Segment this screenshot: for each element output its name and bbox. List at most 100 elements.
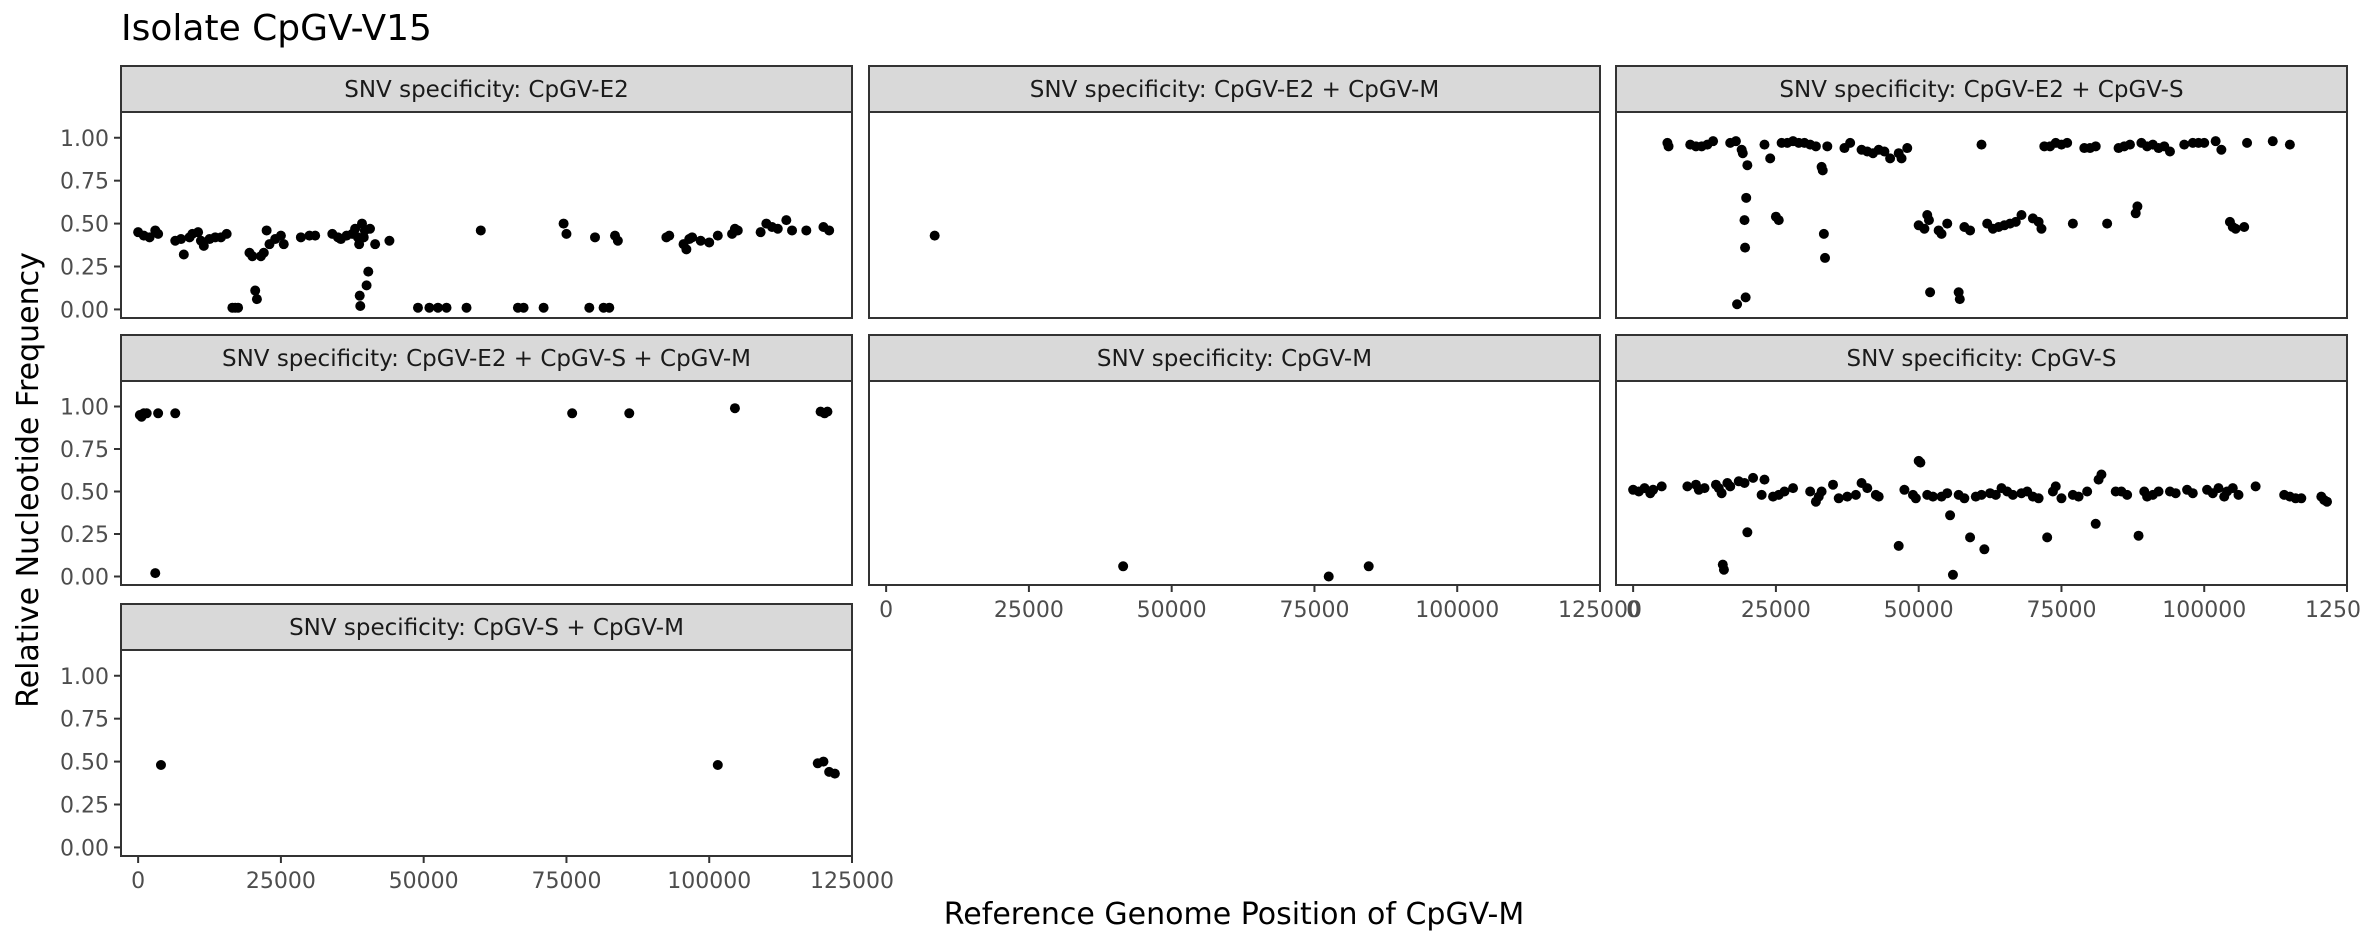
data-point: [1910, 493, 1921, 504]
data-point: [1759, 474, 1770, 485]
data-point: [2016, 210, 2027, 220]
data-point: [1737, 148, 1748, 159]
data-point: [2033, 493, 2044, 504]
data-point: [1862, 483, 1873, 494]
data-point: [1779, 486, 1790, 497]
data-point: [2062, 137, 2073, 148]
data-point: [1742, 160, 1753, 171]
data-point: [929, 230, 940, 241]
data-point: [772, 223, 783, 234]
data-point: [175, 234, 186, 245]
data-point: [363, 266, 374, 277]
data-point: [2322, 496, 2333, 507]
data-point: [275, 230, 286, 241]
data-point: [2056, 493, 2067, 504]
data-point: [251, 294, 262, 305]
x-tick-label: 50000: [1884, 598, 1954, 623]
data-point: [1822, 141, 1833, 152]
data-point: [1896, 153, 1907, 164]
facet-strip: [868, 65, 1601, 113]
data-point: [1845, 137, 1856, 148]
y-tick-label: 0.00: [60, 566, 109, 591]
data-point: [704, 237, 715, 248]
data-point: [364, 223, 375, 234]
data-point: [1945, 510, 1956, 521]
x-tick-label: 100000: [667, 869, 751, 894]
x-tick-label: 25000: [1741, 598, 1811, 623]
data-point: [1893, 540, 1904, 551]
y-tick-label: 0.00: [60, 298, 109, 323]
data-point: [1925, 287, 1936, 298]
facet-panel: SNV specificity: CpGV-M 0 25000 50000 75000 1…: [868, 334, 1642, 623]
facet-strip-label: SNV specificity: CpGV-M: [1097, 346, 1372, 372]
data-point: [1740, 242, 1751, 253]
data-point: [1725, 481, 1736, 492]
facet-strip: [120, 334, 853, 382]
facet-plot-area: [120, 380, 853, 586]
data-point: [1742, 527, 1753, 538]
data-point: [1740, 292, 1751, 303]
data-point: [361, 280, 372, 291]
data-point: [153, 408, 164, 419]
data-point: [2233, 489, 2244, 500]
data-point: [1682, 481, 1693, 492]
data-point: [250, 285, 261, 296]
data-point: [829, 768, 840, 779]
data-point: [1708, 136, 1719, 147]
facet-plot-area: [868, 380, 1601, 586]
data-point: [2132, 201, 2143, 212]
data-point: [1954, 294, 1965, 305]
data-point: [801, 225, 812, 236]
y-tick-label: 0.00: [60, 836, 109, 861]
x-tick-label: 50000: [1137, 598, 1207, 623]
facet-strip-label: SNV specificity: CpGV-S + CpGV-M: [289, 615, 684, 641]
data-point: [2210, 136, 2221, 147]
data-point: [2082, 486, 2093, 497]
data-point: [247, 251, 258, 262]
data-point: [604, 302, 615, 313]
x-tick-label: 0: [1626, 598, 1640, 623]
facet-strip-label: SNV specificity: CpGV-S: [1847, 346, 2117, 372]
data-point: [1915, 457, 1926, 468]
data-point: [2067, 218, 2078, 229]
data-point: [2216, 144, 2227, 155]
data-point: [2122, 489, 2133, 500]
data-point: [178, 249, 189, 260]
data-point: [2036, 223, 2047, 234]
data-point: [567, 408, 578, 419]
facet-strip-label: SNV specificity: CpGV-E2 + CpGV-M: [1030, 77, 1439, 103]
data-point: [1936, 228, 1947, 239]
y-tick-label: 0.75: [60, 708, 109, 733]
data-point: [1947, 569, 1958, 580]
data-point: [1363, 561, 1374, 572]
data-point: [1923, 215, 1934, 226]
data-point: [1118, 561, 1129, 572]
data-point: [824, 225, 835, 236]
data-point: [170, 408, 181, 419]
facet-plot-area: [120, 649, 853, 857]
data-point: [712, 760, 723, 771]
data-point: [261, 225, 272, 236]
data-point: [561, 228, 572, 239]
x-tick-label: 25000: [994, 598, 1064, 623]
y-tick-label: 0.75: [60, 438, 109, 463]
data-point: [2284, 139, 2295, 150]
data-point: [432, 302, 443, 313]
facet-plot-area: [120, 111, 853, 319]
data-point: [624, 408, 635, 419]
y-tick-label: 1.00: [60, 127, 109, 152]
y-tick-label: 0.25: [60, 523, 109, 548]
y-tick-label: 0.25: [60, 256, 109, 281]
y-tick-label: 0.50: [60, 481, 109, 506]
data-point: [518, 302, 529, 313]
data-point: [2133, 530, 2144, 541]
data-point: [712, 230, 723, 241]
data-point: [1919, 223, 1930, 234]
data-point: [1756, 489, 1767, 500]
x-tick-label: 0: [879, 598, 893, 623]
data-point: [1818, 228, 1829, 239]
data-point: [1820, 252, 1831, 263]
facet-panel: SNV specificity: CpGV-E2 + CpGV-S: [1615, 65, 2348, 319]
data-point: [475, 225, 486, 236]
data-point: [787, 225, 798, 236]
